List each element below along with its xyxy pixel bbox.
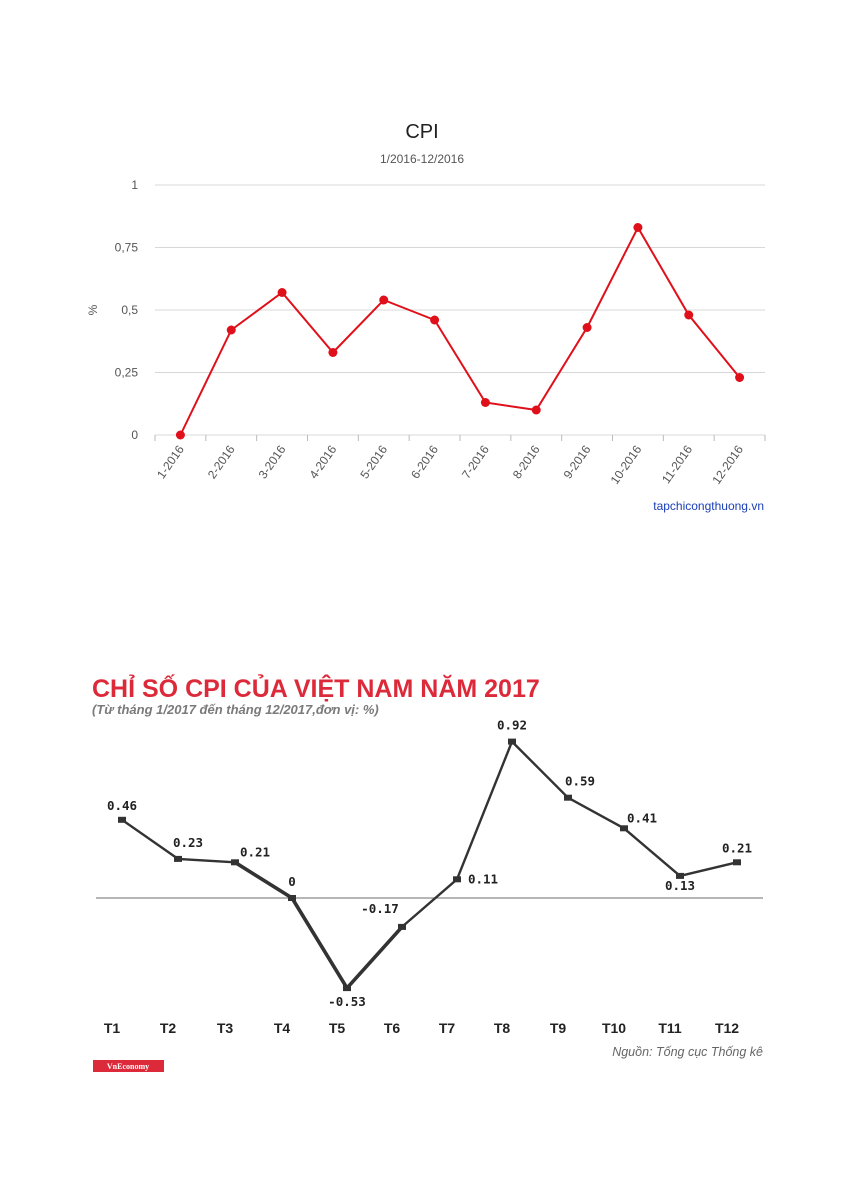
chart2-line-segment [455, 740, 514, 881]
chart2-data-label: 0.59 [565, 774, 595, 789]
chart2-category-label: T7 [439, 1020, 456, 1036]
chart1-point [175, 430, 185, 440]
chart2-category-label: T3 [217, 1020, 234, 1036]
chart2-line-segment [566, 796, 626, 830]
chart2-line-segment [290, 896, 349, 990]
chart1-title: CPI [405, 121, 438, 143]
chart1-point [328, 348, 338, 357]
chart1-y-tick-label: 0,75 [115, 241, 139, 255]
chart2-line-segment [400, 878, 459, 929]
chart2-data-label: 0.13 [665, 878, 695, 893]
chart2-line-segment [120, 818, 180, 861]
chart2-line-segment [345, 925, 404, 990]
chart1-point [735, 373, 745, 382]
chart2-point [118, 816, 126, 823]
chart1-x-tick-label: 4-2016 [306, 442, 339, 481]
chart2-data-label: 0.41 [627, 810, 657, 825]
cpi-2016-chart: CPI 1/2016-12/2016 % 0 0,25 0,5 0,75 1 1-201… [86, 121, 766, 513]
chart2-title: CHỈ SỐ CPI CỦA VIỆT NAM NĂM 2017 [92, 673, 540, 703]
chart2-data-label: -0.53 [328, 994, 366, 1009]
chart1-point [430, 315, 440, 325]
chart1-x-tick-label: 1-2016 [154, 442, 187, 481]
chart1-x-tick-label: 3-2016 [256, 442, 289, 481]
chart1-y-tick-label: 0,25 [115, 366, 139, 380]
chart1-y-tick-label: 1 [131, 178, 138, 192]
chart2-data-label: 0.23 [173, 835, 203, 850]
chart1-point [684, 310, 694, 320]
chart2-category-label: T8 [494, 1020, 511, 1036]
chart2-category-label: T5 [329, 1020, 346, 1036]
chart1-x-ticks: 1-2016 2-2016 3-2016 4-2016 5-2016 6-2016 7-20… [154, 435, 766, 487]
chart1-series [175, 223, 745, 440]
chart2-data-label: 0.92 [497, 718, 527, 733]
chart2-source: Nguồn: Tống cục Thống kê [612, 1045, 763, 1059]
chart1-x-tick-label: 6-2016 [408, 442, 441, 481]
vneconomy-logo: VnEconomy [93, 1060, 164, 1072]
chart2-point [174, 855, 182, 862]
chart1-x-tick-label: 5-2016 [357, 442, 390, 481]
chart1-x-tick-label: 8-2016 [510, 442, 543, 481]
chart2-point [453, 876, 461, 883]
chart1-point [633, 223, 643, 232]
chart2-category-label: T11 [658, 1020, 682, 1036]
chart2-category-label: T1 [104, 1020, 121, 1036]
chart2-line-segment [622, 827, 682, 878]
chart2-data-label: 0 [288, 874, 296, 889]
chart2-data-label: 0.11 [468, 871, 498, 886]
chart1-x-tick-label: 9-2016 [561, 442, 594, 481]
chart2-point [733, 859, 741, 866]
chart1-point [531, 405, 541, 415]
chart2-line-segment [510, 740, 570, 799]
chart1-point [226, 325, 236, 335]
chart2-point [564, 794, 572, 801]
chart2-data-label: 0.21 [240, 844, 270, 859]
chart2-line-segment [176, 857, 237, 864]
chart1-point [379, 295, 389, 305]
chart2-category-label: T4 [274, 1020, 291, 1036]
chart1-y-tick-label: 0,5 [121, 303, 138, 317]
chart2-point [288, 895, 296, 901]
chart2-line-segment [233, 860, 294, 900]
cpi-2017-chart: CHỈ SỐ CPI CỦA VIỆT NAM NĂM 2017 (Từ thá… [92, 673, 763, 1072]
chart2-series [118, 738, 741, 992]
chart2-category-label: T9 [550, 1020, 567, 1036]
logo-text: VnEconomy [107, 1062, 149, 1071]
chart2-point [343, 985, 351, 992]
chart2-category-label: T2 [160, 1020, 177, 1036]
chart1-y-ticks: 0 0,25 0,5 0,75 1 [115, 178, 139, 442]
chart2-data-label: -0.17 [361, 901, 399, 916]
chart1-x-tick-label: 7-2016 [459, 442, 492, 481]
chart1-x-tick-label: 10-2016 [608, 442, 645, 486]
chart2-point [676, 872, 684, 879]
chart1-y-tick-label: 0 [131, 428, 138, 442]
chart2-line-segment [678, 861, 739, 878]
chart2-categories: T1 T2 T3 T4 T5 T6 T7 T8 T9 T10 T11 T12 [104, 1020, 739, 1036]
chart1-source: tapchicongthuong.vn [653, 499, 764, 513]
chart1-x-tick-label: 12-2016 [709, 442, 746, 486]
chart2-point [398, 923, 406, 930]
chart1-line [179, 225, 741, 436]
chart2-point [508, 738, 516, 745]
chart2-data-label: 0.21 [722, 840, 752, 855]
chart2-data-labels: 0.46 0.23 0.21 0 -0.53 -0.17 0.11 0.92 0.59 0.41 0… [107, 718, 752, 1010]
chart2-category-label: T6 [384, 1020, 401, 1036]
chart1-x-tick-label: 2-2016 [205, 442, 238, 481]
chart2-point [620, 825, 628, 832]
chart1-point [277, 288, 287, 297]
chart1-gridlines [155, 184, 765, 436]
chart1-point [480, 398, 490, 407]
chart1-point [582, 323, 592, 332]
chart1-x-tick-label: 11-2016 [659, 442, 695, 486]
chart2-category-label: T10 [602, 1020, 626, 1036]
chart2-data-label: 0.46 [107, 798, 137, 813]
chart2-subtitle: (Từ tháng 1/2017 đến tháng 12/2017,đơn v… [92, 702, 379, 717]
chart1-subtitle: 1/2016-12/2016 [380, 152, 464, 166]
chart1-y-axis-label: % [86, 304, 100, 315]
chart2-point [231, 859, 239, 866]
chart2-category-label: T12 [715, 1020, 739, 1036]
